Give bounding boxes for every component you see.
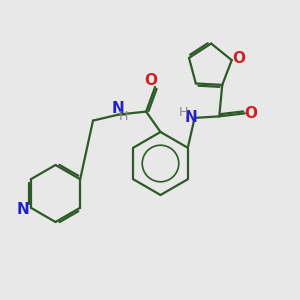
Text: O: O (232, 51, 245, 66)
Text: N: N (184, 110, 197, 125)
Text: H: H (178, 106, 188, 119)
Text: N: N (112, 100, 125, 116)
Text: H: H (119, 110, 129, 124)
Text: N: N (17, 202, 30, 217)
Text: O: O (144, 73, 157, 88)
Text: O: O (244, 106, 257, 121)
